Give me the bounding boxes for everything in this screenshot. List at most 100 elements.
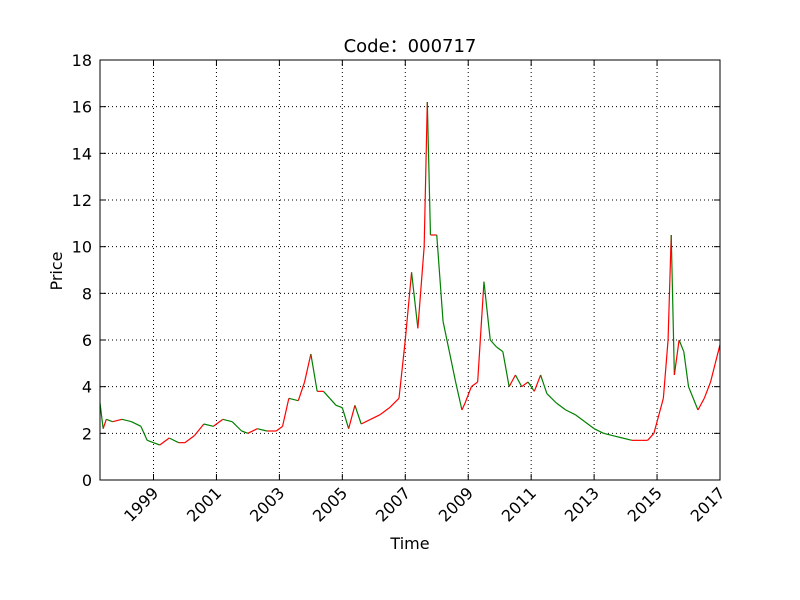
- y-tick-label: 16: [72, 98, 92, 117]
- price-segment: [678, 339, 685, 352]
- price-segment: [426, 101, 432, 236]
- price-segment: [275, 425, 283, 432]
- price-segment: [140, 426, 148, 441]
- price-segment: [603, 432, 614, 437]
- price-segment: [341, 407, 350, 429]
- price-segment: [131, 421, 142, 427]
- price-segment: [121, 418, 132, 423]
- price-segment: [514, 374, 523, 387]
- axis-ticks: 0 2 4 6 8 10 12 14 16 18 1999 2001 2003 2005 2007 2009 2…: [72, 51, 729, 526]
- y-tick-label: 4: [82, 378, 92, 397]
- price-segment: [622, 437, 633, 441]
- price-segment: [703, 381, 712, 399]
- price-segment: [247, 428, 258, 434]
- price-segment: [584, 421, 595, 430]
- price-segment: [184, 435, 195, 444]
- price-segment: [354, 405, 362, 425]
- price-segment: [502, 351, 510, 387]
- price-segment: [508, 374, 516, 387]
- price-segment: [297, 381, 306, 401]
- price-segment: [683, 351, 690, 387]
- x-tick-label: 2017: [687, 483, 729, 525]
- price-segment: [687, 386, 699, 411]
- x-tick-label: 2001: [183, 483, 225, 525]
- x-tick-label: 2005: [309, 483, 351, 525]
- x-tick-label: 2011: [498, 483, 540, 525]
- y-tick-label: 6: [82, 331, 92, 350]
- price-segment: [146, 439, 154, 444]
- price-segment: [329, 397, 337, 406]
- price-segment: [593, 428, 604, 434]
- price-segment: [448, 351, 457, 383]
- price-segment: [153, 442, 161, 446]
- price-segment: [653, 409, 661, 434]
- price-segment: [496, 346, 504, 353]
- price-segment: [436, 234, 444, 322]
- x-tick-label: 2013: [561, 483, 603, 525]
- price-segment: [489, 339, 497, 348]
- price-segment: [442, 321, 450, 352]
- price-segment: [662, 339, 669, 399]
- y-tick-label: 18: [72, 51, 92, 70]
- price-segment: [193, 423, 205, 437]
- price-segment: [667, 234, 672, 341]
- price-segment: [370, 414, 381, 420]
- price-segment: [659, 398, 664, 411]
- price-segment: [335, 404, 343, 409]
- price-segment: [310, 353, 318, 392]
- y-tick-label: 12: [72, 191, 92, 210]
- price-segment: [212, 418, 224, 427]
- price-segment: [112, 418, 123, 423]
- price-segment: [360, 418, 371, 425]
- price-segment: [670, 234, 675, 376]
- price-segment: [483, 281, 491, 341]
- price-segment: [410, 272, 419, 329]
- price-segment: [527, 381, 535, 392]
- price-segment: [389, 397, 400, 409]
- x-tick-label: 2003: [246, 483, 288, 525]
- price-segment: [461, 402, 466, 411]
- x-tick-label: 2015: [624, 483, 666, 525]
- price-segment: [203, 423, 214, 427]
- price-segment: [574, 414, 586, 423]
- price-segment: [323, 390, 331, 399]
- price-segment: [423, 101, 428, 247]
- chart-title: Code：000717: [344, 36, 477, 57]
- price-segment: [231, 421, 243, 432]
- price-segment: [417, 246, 425, 329]
- x-axis-label: Time: [389, 534, 429, 553]
- grid: [100, 60, 721, 480]
- price-segment: [348, 405, 356, 429]
- y-tick-label: 0: [82, 471, 92, 490]
- price-segment: [477, 281, 485, 383]
- y-tick-label: 10: [72, 238, 92, 257]
- price-segment: [106, 418, 113, 423]
- price-segment: [612, 435, 623, 439]
- price-segment: [222, 418, 233, 423]
- price-segment: [379, 407, 390, 416]
- price-series: [99, 101, 721, 446]
- price-segment: [521, 381, 529, 388]
- price-segment: [281, 398, 290, 427]
- price-segment: [99, 402, 104, 429]
- y-tick-label: 2: [82, 424, 92, 443]
- price-segment: [709, 363, 716, 383]
- price-segment: [714, 344, 721, 364]
- price-segment: [241, 430, 249, 434]
- price-segment: [533, 374, 542, 392]
- x-tick-label: 2009: [435, 483, 477, 525]
- price-segment: [257, 428, 267, 432]
- y-tick-label: 8: [82, 284, 92, 303]
- price-segment: [455, 381, 463, 411]
- price-segment: [565, 409, 576, 416]
- price-segment: [540, 374, 548, 394]
- price-segment: [647, 432, 655, 441]
- price-segment: [471, 381, 479, 388]
- x-tick-label: 1999: [120, 483, 162, 525]
- plot-frame: [99, 59, 721, 481]
- price-segment: [697, 398, 705, 411]
- price-segment: [288, 397, 299, 402]
- x-tick-label: 2007: [372, 483, 414, 525]
- y-axis-label: Price: [47, 251, 66, 290]
